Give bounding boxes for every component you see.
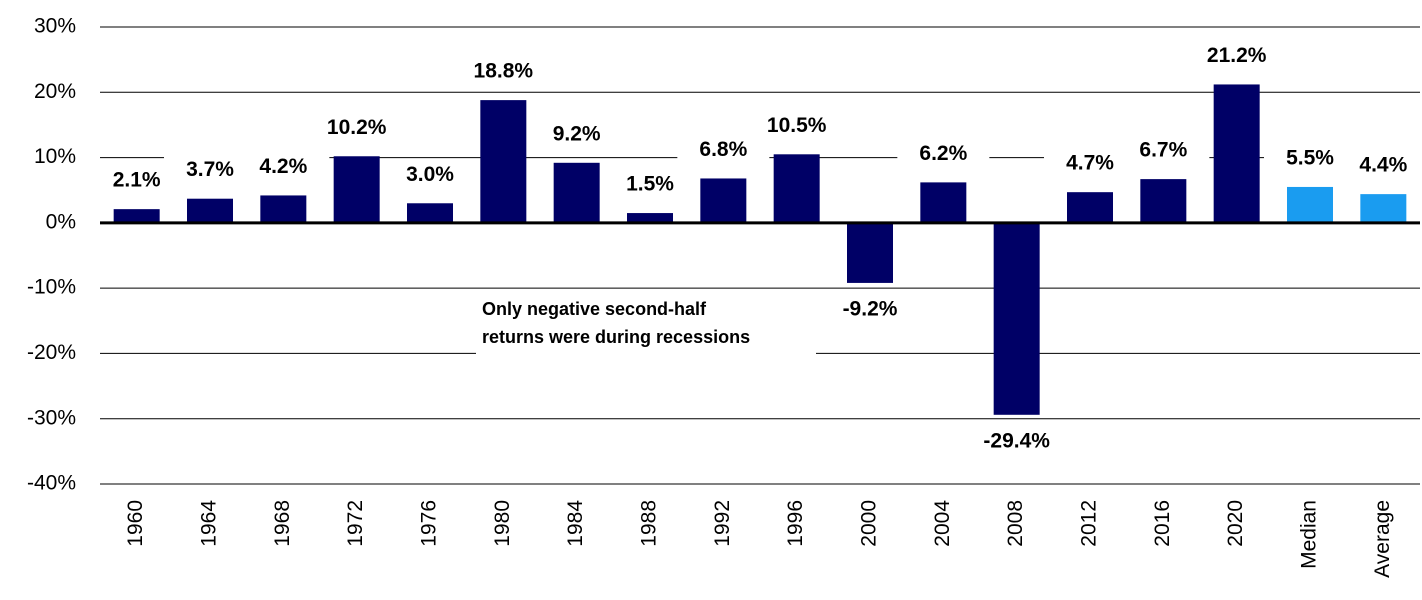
value-label: -9.2%	[843, 297, 898, 320]
bar	[847, 222, 893, 283]
value-label: 6.2%	[919, 142, 967, 165]
y-tick-label: -40%	[27, 472, 76, 495]
value-label: 6.8%	[699, 138, 747, 161]
x-tick-label: 2016	[1151, 500, 1174, 547]
label-background	[604, 169, 696, 202]
value-label: 4.4%	[1359, 154, 1407, 177]
bar	[993, 222, 1040, 415]
x-tick-label: 1992	[711, 500, 734, 547]
y-tick-label: 0%	[46, 210, 76, 233]
y-tick-label: -10%	[27, 276, 76, 299]
y-tick-label: -20%	[27, 341, 76, 364]
x-tick-label: 2020	[1224, 500, 1247, 547]
y-tick-label: 10%	[34, 145, 76, 168]
x-tick-label: 1968	[271, 500, 294, 547]
x-tick-label: 1984	[564, 500, 587, 547]
value-label: 9.2%	[553, 122, 601, 145]
bar	[1360, 194, 1407, 223]
bar	[773, 154, 820, 223]
x-tick-label: 2012	[1078, 500, 1101, 547]
label-background	[237, 151, 330, 184]
value-label: 1.5%	[626, 173, 674, 196]
bar	[1287, 186, 1333, 223]
x-tick-label: 2004	[931, 500, 954, 547]
value-label: 3.0%	[406, 163, 454, 186]
bar	[627, 213, 673, 223]
x-tick-label: 1988	[638, 500, 661, 547]
bar	[1067, 192, 1113, 223]
bar	[553, 162, 600, 223]
y-tick-label: -30%	[27, 406, 76, 429]
value-label: 18.8%	[474, 60, 534, 83]
bar	[407, 203, 453, 223]
x-tick-label: Median	[1298, 500, 1321, 569]
bar	[260, 195, 307, 223]
value-label: 5.5%	[1286, 146, 1334, 169]
x-tick-label: 1964	[198, 500, 221, 547]
x-tick-label: 1972	[344, 500, 367, 547]
y-tick-label: 30%	[34, 15, 76, 38]
value-labels: 2.1% 3.7% 4.2% 10.2% 3.0% 18.8% 9.2% 1.5% 6.8% 10…	[90, 40, 1422, 458]
bar	[333, 156, 380, 223]
label-background	[1117, 135, 1210, 168]
value-label: 2.1%	[113, 169, 161, 192]
y-tick-label: 20%	[34, 80, 76, 103]
value-label: 3.7%	[186, 158, 234, 181]
bar	[480, 100, 527, 223]
bar	[920, 182, 967, 223]
x-tick-label: 1980	[491, 500, 514, 547]
x-tick-label: 1960	[124, 500, 147, 547]
x-tick-label: 1976	[418, 500, 441, 547]
label-background	[750, 110, 843, 143]
value-label: 4.7%	[1066, 152, 1114, 175]
annotation: returns were during recessions	[482, 327, 750, 347]
annotation: Only negative second-half	[482, 299, 707, 319]
label-background	[457, 56, 550, 89]
bar	[1140, 179, 1187, 223]
bar	[187, 198, 233, 223]
label-background	[530, 118, 623, 151]
value-label: -29.4%	[983, 429, 1050, 452]
x-tick-label: 2008	[1004, 500, 1027, 547]
label-background	[897, 138, 990, 171]
label-background	[1337, 150, 1422, 183]
x-tick-label: 1996	[784, 500, 807, 547]
value-label: 6.7%	[1139, 139, 1187, 162]
label-background	[310, 112, 403, 145]
value-label: 10.5%	[767, 114, 827, 137]
value-label: 21.2%	[1207, 44, 1267, 67]
value-label: 10.2%	[327, 116, 387, 139]
bar	[700, 178, 747, 223]
x-tick-label: Average	[1371, 500, 1394, 578]
value-label: 4.2%	[259, 155, 307, 178]
label-background	[824, 293, 916, 326]
label-background	[384, 159, 476, 192]
annotation-background	[476, 294, 816, 354]
bar	[113, 209, 160, 223]
x-tick-label: 2000	[858, 500, 881, 547]
label-background	[1190, 40, 1283, 73]
label-background	[970, 425, 1063, 458]
bar	[1213, 84, 1260, 223]
